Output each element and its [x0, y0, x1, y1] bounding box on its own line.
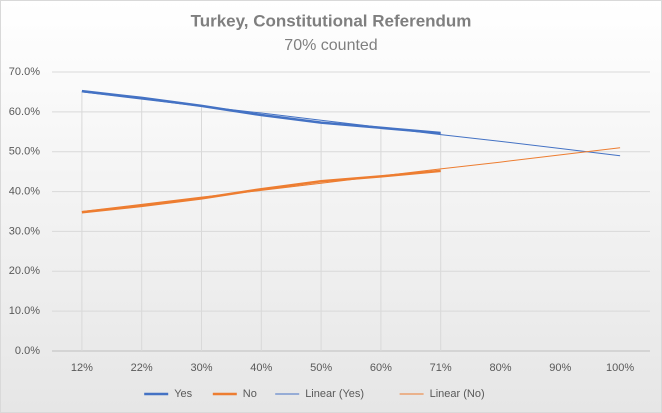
x-tick-label: 22% — [131, 362, 153, 374]
y-tick-label: 40.0% — [9, 185, 40, 197]
series-line — [81, 147, 621, 212]
chart-subtitle: 70% counted — [284, 37, 377, 54]
y-tick-label: 70.0% — [9, 66, 40, 78]
legend-label: No — [243, 388, 257, 400]
x-tick-label: 60% — [370, 362, 392, 374]
x-tick-label: 12% — [71, 362, 93, 374]
y-tick-label: 20.0% — [9, 265, 40, 277]
x-tick-label: 90% — [549, 362, 571, 374]
series-line — [81, 91, 621, 157]
x-tick-label: 80% — [489, 362, 511, 374]
y-tick-label: 30.0% — [9, 225, 40, 237]
x-tick-label: 71% — [430, 362, 452, 374]
x-tick-label: 40% — [250, 362, 272, 374]
x-tick-label: 50% — [310, 362, 332, 374]
legend-label: Yes — [174, 388, 192, 400]
y-tick-label: 50.0% — [9, 146, 40, 158]
x-tick-label: 100% — [606, 362, 634, 374]
chart-title: Turkey, Constitutional Referendum — [191, 11, 472, 30]
x-tick-label: 30% — [190, 362, 212, 374]
legend-label: Linear (Yes) — [305, 388, 364, 400]
legend-label: Linear (No) — [430, 388, 485, 400]
y-tick-label: 0.0% — [15, 345, 40, 357]
y-tick-label: 10.0% — [9, 305, 40, 317]
y-tick-label: 60.0% — [9, 106, 40, 118]
